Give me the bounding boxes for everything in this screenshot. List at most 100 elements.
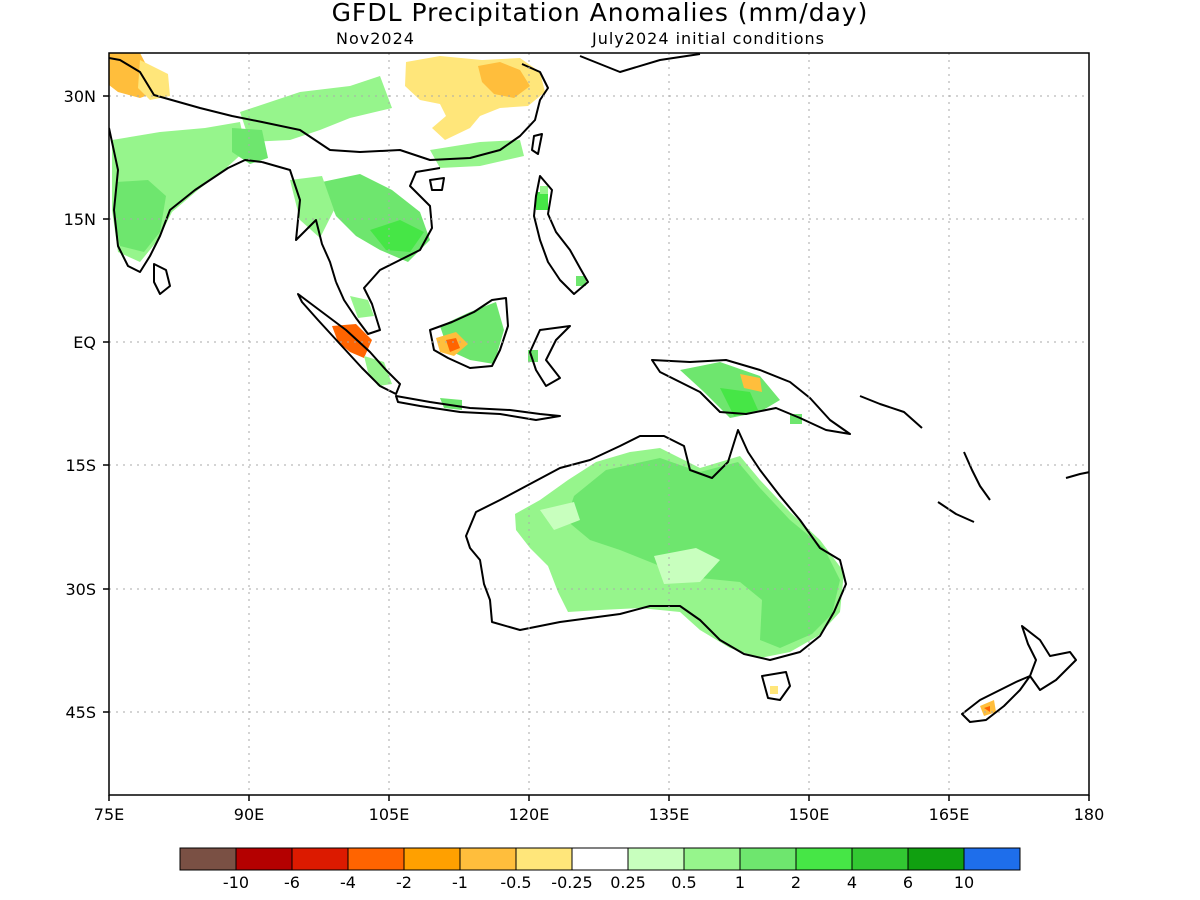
coast-java <box>395 395 561 421</box>
lon-tick-135e: 135E <box>649 805 690 824</box>
coast-new-zealand-south <box>961 675 1031 723</box>
colorbar-swatch <box>739 847 797 871</box>
anomaly-indochina-wet <box>322 174 430 262</box>
anomaly-luzon-north <box>540 186 548 194</box>
coast-new-zealand-north <box>1021 625 1077 691</box>
colorbar-swatch <box>963 847 1021 871</box>
colorbar-label: -1 <box>452 873 468 892</box>
colorbar-label: 2 <box>791 873 801 892</box>
colorbar-label: -0.25 <box>551 873 592 892</box>
anomaly-borneo-dry-core <box>446 338 460 352</box>
anomaly-mindanao-wet <box>576 276 586 286</box>
anomaly-luzon-wet <box>536 192 548 210</box>
colorbar-swatch <box>683 847 741 871</box>
map-title: GFDL Precipitation Anomalies (mm/day) <box>331 0 869 27</box>
colorbar-swatch <box>459 847 517 871</box>
coast-sri-lanka <box>153 263 171 295</box>
coast-new-guinea <box>651 359 851 435</box>
lon-tick-120e: 120E <box>509 805 550 824</box>
coast-bay-of-bengal-east <box>261 161 337 283</box>
colorbar-label: 10 <box>954 873 974 892</box>
colorbar-label: 6 <box>903 873 913 892</box>
lon-tick-150e: 150E <box>789 805 830 824</box>
coast-philippines <box>533 175 589 295</box>
anomaly-layer <box>109 53 996 716</box>
colorbar-swatch <box>291 847 349 871</box>
lon-tick-75e: 75E <box>94 805 124 824</box>
lat-tick-45s: 45S <box>65 703 96 722</box>
colorbar-swatch <box>571 847 629 871</box>
anomaly-sumatra-dry <box>332 324 372 358</box>
lon-tick-180: 180 <box>1074 805 1105 824</box>
lon-tick-165e: 165E <box>929 805 970 824</box>
coast-fiji <box>1065 471 1089 479</box>
coast-sulawesi <box>529 325 571 387</box>
colorbar-swatch <box>795 847 853 871</box>
lon-tick-90e: 90E <box>234 805 264 824</box>
forecast-month: Nov2024 <box>336 29 415 48</box>
coast-vanuatu <box>963 451 991 501</box>
coast-taiwan <box>531 133 543 155</box>
coast-new-caledonia <box>937 501 975 523</box>
lat-tick-eq: EQ <box>73 333 96 352</box>
anomaly-sumatra-north <box>350 296 374 318</box>
anomaly-pakistan-light <box>138 60 170 100</box>
coast-tasmania <box>761 671 791 701</box>
colorbar-label: -2 <box>396 873 412 892</box>
colorbar: -10 -6 -4 -2 -1 -0.5 -0.25 0.25 0.5 1 2 4 6 10 <box>179 847 1021 892</box>
lat-tick-30s: 30S <box>65 580 96 599</box>
anomaly-australia-light-patch <box>654 548 720 584</box>
coast-borneo <box>429 297 509 369</box>
anomaly-sulawesi-wet <box>528 350 538 362</box>
colorbar-label: -0.5 <box>500 873 531 892</box>
coast-hainan <box>429 177 445 191</box>
anomaly-bangladesh-wet <box>232 128 268 164</box>
colorbar-label: 0.5 <box>671 873 696 892</box>
colorbar-label: 1 <box>735 873 745 892</box>
anomaly-south-china-wet <box>430 140 524 168</box>
anomaly-new-guinea-dry <box>740 374 762 392</box>
graticule <box>109 53 1089 795</box>
anomaly-india-wet-core <box>114 180 166 252</box>
colorbar-swatch <box>627 847 685 871</box>
anomaly-sumatra-wet <box>364 356 392 386</box>
tick-marks <box>103 95 1090 801</box>
colorbar-label: 0.25 <box>610 873 646 892</box>
coast-malay-peninsula <box>335 167 441 335</box>
colorbar-swatch <box>907 847 965 871</box>
colorbar-label: -10 <box>223 873 249 892</box>
anomaly-burma-wet <box>290 176 334 238</box>
coast-solomon <box>859 395 923 429</box>
lat-tick-15s: 15S <box>65 456 96 475</box>
colorbar-swatch <box>403 847 461 871</box>
coast-sumatra <box>297 293 401 395</box>
anomaly-tibet-wet <box>240 76 392 142</box>
colorbar-swatch <box>235 847 293 871</box>
colorbar-swatch <box>179 847 237 871</box>
anomaly-indochina-wet-core <box>370 220 424 252</box>
colorbar-swatch <box>515 847 573 871</box>
anomaly-china-dry-core <box>478 62 530 98</box>
anomaly-new-zealand-core <box>984 706 990 712</box>
anomaly-java-wet <box>440 398 462 410</box>
coast-asia-north <box>109 57 549 161</box>
anomaly-new-guinea-wet-core <box>720 388 758 416</box>
anomaly-australia-west-light <box>540 502 580 530</box>
coast-india <box>109 127 263 273</box>
anomaly-png-east-wet <box>790 414 802 424</box>
initial-conditions: July2024 initial conditions <box>592 29 825 48</box>
lat-tick-15n: 15N <box>64 210 96 229</box>
lat-tick-30n: 30N <box>64 87 96 106</box>
plot-frame <box>108 52 1090 796</box>
colorbar-swatch <box>347 847 405 871</box>
coast-japan <box>579 53 701 73</box>
lon-tick-105e: 105E <box>369 805 410 824</box>
colorbar-label: -6 <box>284 873 300 892</box>
coastlines <box>109 53 1089 723</box>
anomaly-tasmania-dry <box>770 686 778 694</box>
colorbar-label: 4 <box>847 873 857 892</box>
colorbar-label: -4 <box>340 873 356 892</box>
anomaly-china-dry <box>405 56 545 140</box>
colorbar-swatch <box>851 847 909 871</box>
